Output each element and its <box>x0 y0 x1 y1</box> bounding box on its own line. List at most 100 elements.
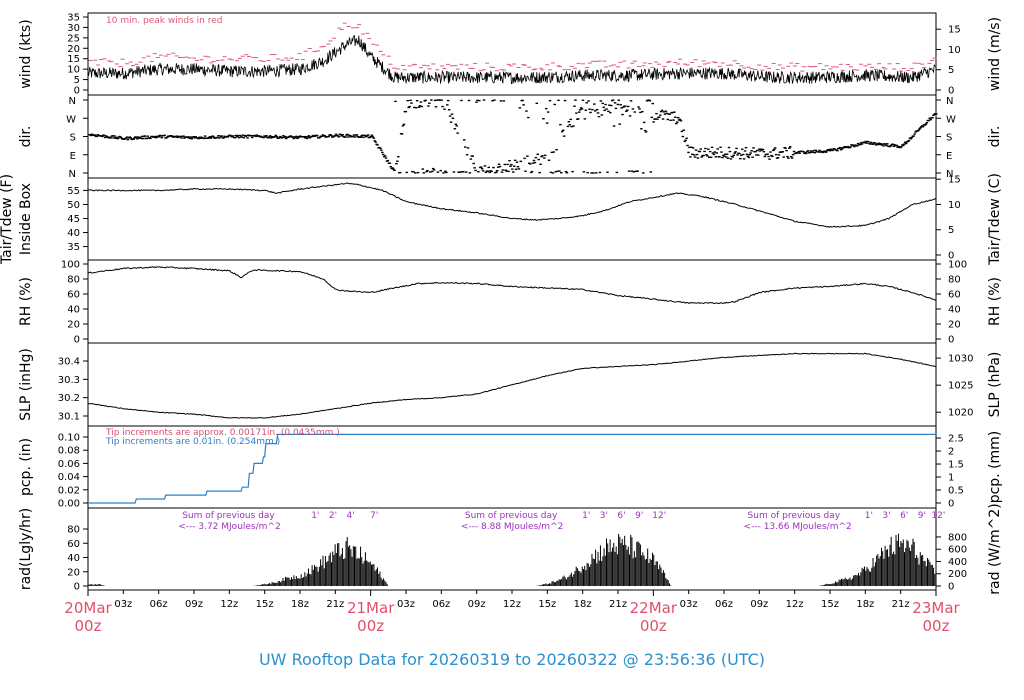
daily-sum-label: Sum of previous day <box>182 511 275 521</box>
y2-tick-label: 1030 <box>948 354 973 365</box>
x-tick-label: 03z <box>680 599 698 610</box>
y2-tick-label: 15 <box>948 25 961 36</box>
y2-tick-label: 1025 <box>948 381 973 392</box>
y-tick-label: 30.1 <box>58 412 80 423</box>
y-tick-label: N <box>69 96 76 107</box>
x-date-label: 22Mar <box>630 599 678 617</box>
y2-tick-label: 10 <box>948 200 961 211</box>
y2-axis-label: pcp. (mm) <box>987 431 1003 504</box>
x-tick-label: 18z <box>291 599 309 610</box>
y2-tick-label: 800 <box>948 532 967 543</box>
y-tick-label: 40 <box>67 305 80 316</box>
x-date-label: 20Mar <box>64 599 112 617</box>
y-tick-label: W <box>66 114 76 125</box>
daily-sum-label: Sum of previous day <box>748 511 841 521</box>
y-tick-label: 55 <box>67 186 80 197</box>
panels <box>83 12 941 596</box>
solar-hour-marker: 3' <box>600 511 608 521</box>
y2-tick-label: 40 <box>948 305 961 316</box>
tip-note-approx: Tip increments are approx. 0.00171in. (0… <box>105 428 340 438</box>
y-tick-label: 40 <box>67 553 80 564</box>
solar-hour-marker: 12' <box>931 511 945 521</box>
y-tick-label: 0.00 <box>58 499 80 510</box>
x-tick-label: 09z <box>185 599 203 610</box>
y2-tick-label: 20 <box>948 320 961 331</box>
y2-tick-label: 10 <box>948 45 961 56</box>
y-axis-label: wind (kts) <box>18 19 34 88</box>
y2-axis-label: SLP (hPa) <box>987 352 1003 418</box>
y-tick-label: 80 <box>67 525 80 536</box>
x-tick-label: 21z <box>326 599 344 610</box>
y-axis-label: rad(Lgly/hr) <box>18 508 34 590</box>
y2-tick-label: 200 <box>948 569 967 580</box>
x-tick-label: 09z <box>750 599 768 610</box>
y2-tick-label: 15 <box>948 175 961 186</box>
y-tick-label: 25 <box>67 33 80 44</box>
daily-sum-value: <--- 13.66 MJoules/m^2 <box>744 522 852 532</box>
y2-axis-label: RH (%) <box>987 277 1003 326</box>
y-tick-label: 60 <box>67 539 80 550</box>
y-tick-label: 35 <box>67 242 80 253</box>
y2-tick-label: 0 <box>948 86 954 97</box>
y-axis-label: dir. <box>18 126 34 148</box>
y2-tick-label: 80 <box>948 275 961 286</box>
y2-tick-label: 1.5 <box>948 460 964 471</box>
solar-hour-marker: 6' <box>617 511 625 521</box>
y-axis-label: SLP (inHg) <box>18 348 34 421</box>
y-tick-label: 100 <box>61 260 80 271</box>
y2-tick-label: S <box>946 133 952 144</box>
y2-tick-label: 2.5 <box>948 434 964 445</box>
solar-hour-marker: 7' <box>370 511 378 521</box>
solar-hour-marker: 9' <box>635 511 643 521</box>
y-tick-label: 40 <box>67 228 80 239</box>
solar-hour-marker: 1' <box>311 511 319 521</box>
x-tick-label: 21z <box>892 599 910 610</box>
y2-axis-label: wind (m/s) <box>987 17 1003 91</box>
x-tick-label: 15z <box>538 599 556 610</box>
y2-tick-label: 2 <box>948 447 954 458</box>
solar-hour-marker: 9' <box>918 511 926 521</box>
y-tick-label: 35 <box>67 13 80 24</box>
y2-tick-label: 1 <box>948 473 954 484</box>
y2-tick-label: 0 <box>948 499 954 510</box>
y-tick-label: 0.08 <box>58 446 80 457</box>
y2-tick-label: E <box>946 151 952 162</box>
y-tick-label: 0.06 <box>58 459 80 470</box>
y2-tick-label: 0.5 <box>948 486 964 497</box>
temperature-line <box>87 182 937 228</box>
y-axis-label: Tair/Tdew (F) <box>0 174 15 265</box>
peak-wind-note: 10 min. peak winds in red <box>106 16 223 26</box>
x-date-label: 23Mar <box>912 599 960 617</box>
y2-axis-label: Tair/Tdew (C) <box>987 173 1003 266</box>
y2-tick-label: 5 <box>948 65 954 76</box>
solar-hour-marker: 12' <box>652 511 666 521</box>
y-tick-label: 60 <box>67 290 80 301</box>
y2-tick-label: 100 <box>948 260 967 271</box>
radiation-series <box>87 533 936 586</box>
y-tick-label: S <box>70 133 76 144</box>
y2-tick-label: W <box>946 114 956 125</box>
y2-tick-label: 400 <box>948 557 967 568</box>
x-tick-label: 12z <box>786 599 804 610</box>
y-axis-label: RH (%) <box>18 277 34 326</box>
y-tick-label: 5 <box>74 75 80 86</box>
y-tick-label: 0 <box>74 582 80 593</box>
daily-sum-value: <--- 3.72 MJoules/m^2 <box>178 522 280 532</box>
y-axis-label: Inside Box <box>18 183 34 255</box>
daily-sum-label: Sum of previous day <box>465 511 558 521</box>
y-tick-label: 80 <box>67 275 80 286</box>
y2-axis-label: rad (W/m^2) <box>987 503 1003 594</box>
wind-speed-line <box>87 35 937 85</box>
solar-hour-marker: 2' <box>329 511 337 521</box>
y2-tick-label: 60 <box>948 290 961 301</box>
tip-note-exact: Tip increments are 0.01in. (0.254mm.) <box>105 437 280 447</box>
x-tick-label: 03z <box>397 599 415 610</box>
y2-tick-label: 0 <box>948 335 954 346</box>
y2-tick-label: 0 <box>948 582 954 593</box>
y-tick-label: 20 <box>67 44 80 55</box>
panel-frame-rh <box>87 259 937 344</box>
x-tick-label: 15z <box>821 599 839 610</box>
